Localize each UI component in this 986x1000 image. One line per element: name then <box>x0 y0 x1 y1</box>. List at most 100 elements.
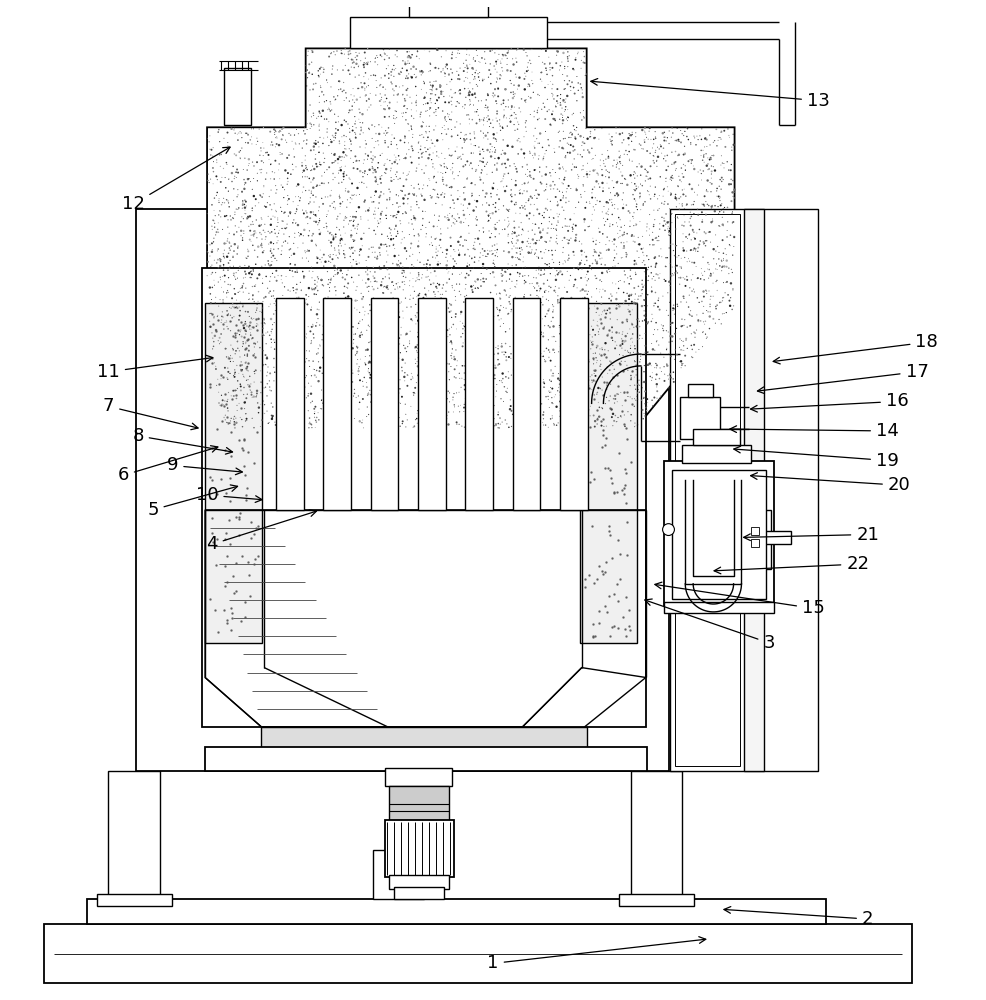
Point <box>475 259 491 275</box>
Point <box>543 313 559 329</box>
Point <box>552 133 568 149</box>
Bar <box>261 727 587 748</box>
Point <box>536 352 552 368</box>
Point <box>428 195 444 211</box>
Point <box>588 413 603 429</box>
Point <box>639 298 655 314</box>
Point <box>654 317 669 333</box>
Point <box>507 310 523 326</box>
Point <box>657 196 672 212</box>
Point <box>629 196 645 212</box>
Point <box>296 383 312 399</box>
Point <box>630 392 646 408</box>
Point <box>524 169 539 185</box>
Point <box>380 319 395 335</box>
Point <box>621 126 637 142</box>
Point <box>615 333 631 349</box>
Point <box>516 367 531 383</box>
Point <box>229 390 245 406</box>
Point <box>620 301 636 317</box>
Text: 1: 1 <box>487 937 706 972</box>
Point <box>204 244 220 260</box>
Point <box>599 374 615 390</box>
Point <box>560 235 576 251</box>
Point <box>324 251 340 267</box>
Point <box>472 172 488 188</box>
Point <box>575 177 591 193</box>
Point <box>550 293 566 309</box>
Point <box>297 354 313 370</box>
Point <box>409 340 425 356</box>
Point <box>649 158 665 174</box>
Point <box>290 197 306 213</box>
Point <box>350 340 366 356</box>
Point <box>515 200 530 216</box>
Point <box>213 253 229 269</box>
Point <box>252 147 268 163</box>
Point <box>305 316 320 332</box>
Point <box>286 315 302 331</box>
Point <box>390 337 406 353</box>
Point <box>223 238 239 254</box>
Point <box>496 168 512 184</box>
Point <box>627 354 643 370</box>
Point <box>471 64 487 80</box>
Point <box>639 288 655 304</box>
Point <box>257 316 273 332</box>
Point <box>629 256 645 272</box>
Point <box>473 350 489 366</box>
Point <box>290 176 306 192</box>
Point <box>586 352 601 368</box>
Point <box>669 199 684 215</box>
Point <box>366 206 382 222</box>
Point <box>340 262 356 278</box>
Point <box>524 244 539 260</box>
Point <box>376 42 391 58</box>
Point <box>247 362 263 378</box>
Point <box>489 70 505 86</box>
Point <box>377 374 392 390</box>
Point <box>238 250 253 266</box>
Point <box>316 395 331 411</box>
Point <box>626 191 642 207</box>
Point <box>530 249 546 265</box>
Point <box>468 209 484 225</box>
Point <box>503 41 519 57</box>
Point <box>695 314 711 330</box>
Point <box>506 302 522 318</box>
Text: 20: 20 <box>750 473 911 494</box>
Point <box>482 142 498 158</box>
Point <box>248 318 264 334</box>
Point <box>387 325 403 341</box>
Point <box>424 190 440 206</box>
Point <box>665 125 680 141</box>
Point <box>242 232 257 248</box>
Point <box>312 222 327 238</box>
Point <box>268 130 284 146</box>
Point <box>669 133 685 149</box>
Point <box>256 380 272 396</box>
Point <box>517 295 532 311</box>
Point <box>331 135 347 151</box>
Point <box>303 174 318 190</box>
Point <box>336 246 352 262</box>
Point <box>311 159 326 175</box>
Point <box>389 223 405 239</box>
Point <box>584 212 599 228</box>
Point <box>336 340 352 356</box>
Point <box>568 159 584 175</box>
Point <box>493 96 509 112</box>
Point <box>305 282 320 298</box>
Point <box>596 183 611 199</box>
Point <box>418 347 434 363</box>
Point <box>421 296 437 312</box>
Point <box>246 223 262 239</box>
Point <box>625 233 641 249</box>
Point <box>441 404 457 420</box>
Point <box>242 368 257 384</box>
Point <box>531 386 547 402</box>
Point <box>556 81 572 97</box>
Point <box>337 158 353 174</box>
Point <box>337 373 353 389</box>
Point <box>323 272 339 288</box>
